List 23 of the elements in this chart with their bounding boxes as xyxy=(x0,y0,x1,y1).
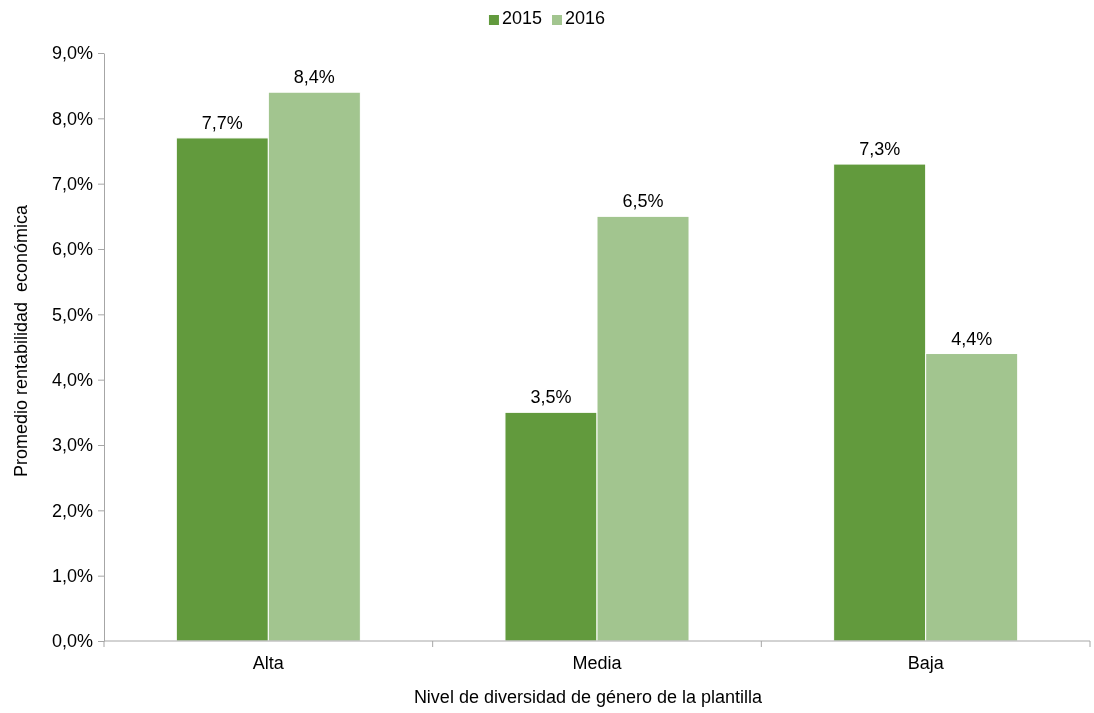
x-axis-title: Nivel de diversidad de género de la plantilla xyxy=(413,687,764,707)
y-tick-label: 8,0% xyxy=(51,108,93,129)
y-tick-label: 9,0% xyxy=(51,43,93,64)
y-tick-label: 4,0% xyxy=(51,369,93,390)
data-label: 4,4% xyxy=(951,328,993,349)
data-label: 7,7% xyxy=(201,112,243,133)
y-tick-label: 1,0% xyxy=(51,565,93,586)
x-tick-label: Baja xyxy=(907,653,945,673)
legend-label: 2016 xyxy=(565,8,606,28)
y-axis-title: Promedio rentabilidad económica xyxy=(11,203,31,478)
y-tick-label: 6,0% xyxy=(51,239,93,260)
x-tick-label: Alta xyxy=(252,653,285,673)
x-tick-label: Media xyxy=(572,653,623,673)
data-label: 8,4% xyxy=(293,67,335,88)
data-label: 6,5% xyxy=(622,191,664,212)
y-tick-label: 7,0% xyxy=(51,173,93,194)
y-tick-label: 3,0% xyxy=(51,435,93,456)
data-label: 3,5% xyxy=(530,387,572,408)
y-tick-label: 0,0% xyxy=(51,631,93,652)
y-tick-label: 2,0% xyxy=(51,500,93,521)
y-tick-label: 5,0% xyxy=(51,304,93,325)
legend-label: 2015 xyxy=(501,8,542,28)
data-label: 7,3% xyxy=(859,139,901,160)
